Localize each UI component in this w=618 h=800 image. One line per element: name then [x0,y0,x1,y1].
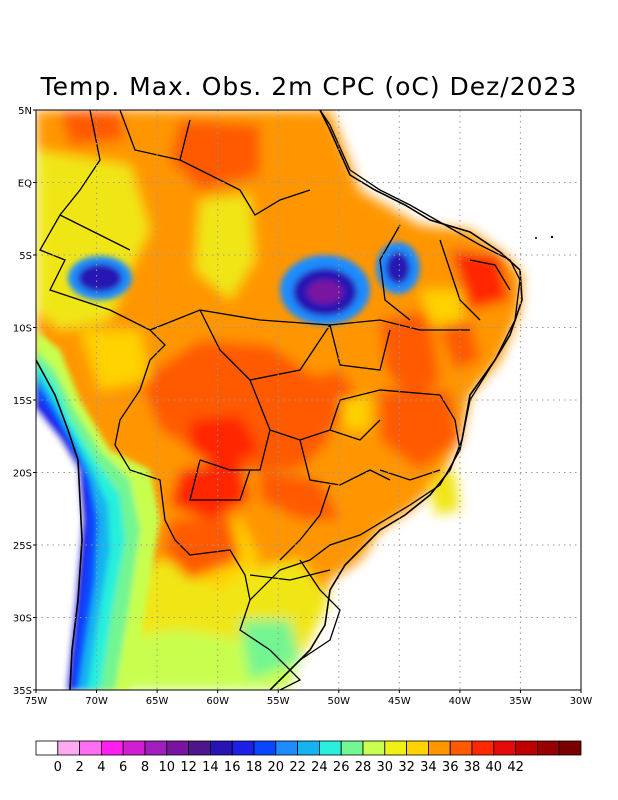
colorbar-label: 40 [486,760,503,775]
longitude-label: 75W [25,696,48,707]
colorbar [35,740,582,756]
colorbar-swatch [449,740,473,756]
colorbar-label: 14 [202,760,219,775]
colorbar-label: 30 [377,760,394,775]
longitude-label: 35W [509,696,532,707]
colorbar-swatch [406,740,429,756]
colorbar-swatch [57,740,80,756]
colorbar-swatch [144,740,168,756]
longitude-label: 50W [327,696,350,707]
longitude-label: 70W [85,696,108,707]
colorbar-label: 24 [311,760,328,775]
colorbar-label: 0 [54,760,62,775]
colorbar-label: 28 [355,760,372,775]
colorbar-swatch [79,740,102,756]
colorbar-swatch [101,740,124,756]
colorbar-label: 6 [119,760,127,775]
colorbar-label: 22 [289,760,306,775]
colorbar-label: 38 [464,760,481,775]
latitude-label: 10S [13,324,32,335]
longitude-label: 60W [206,696,229,707]
colorbar-swatch [558,740,582,756]
colorbar-swatch [166,740,190,756]
colorbar-swatch [297,740,320,756]
colorbar-swatch [35,740,59,756]
latitude-label: 30S [13,614,32,625]
colorbar-swatch [318,740,342,756]
longitude-labels: 75W 70W 65W 60W 55W 50W 45W 40W 35W 30W [25,690,593,707]
colorbar-label: 2 [75,760,83,775]
latitude-label: 20S [13,469,32,480]
colorbar-label: 20 [268,760,285,775]
colorbar-swatch [471,740,495,756]
colorbar-label: 10 [159,760,176,775]
colorbar-swatch [209,740,233,756]
latitude-label: 5S [19,251,32,262]
colorbar-swatch [537,740,560,756]
latitude-label: 5N [18,106,32,117]
island [535,237,537,239]
colorbar-label: 42 [507,760,524,775]
colorbar-label: 32 [398,760,415,775]
latitude-label: 15S [13,396,32,407]
longitude-label: 40W [449,696,472,707]
colorbar-swatch [493,740,516,756]
colorbar-label: 8 [141,760,149,775]
longitude-label: 55W [267,696,290,707]
colorbar-swatch [515,740,538,756]
latitude-labels: 5N EQ 5S 10S 15S 20S 25S 30S 35S [13,106,36,697]
coastline [36,110,523,690]
map-title: Temp. Max. Obs. 2m CPC (oC) Dez/2023 [40,72,578,101]
colorbar-swatch [122,740,146,756]
colorbar-swatch [384,740,407,756]
colorbar-label: 36 [442,760,459,775]
colorbar-label: 26 [333,760,350,775]
colorbar-label: 4 [97,760,105,775]
colorbar-swatch [340,740,364,756]
colorbar-label: 12 [180,760,197,775]
latitude-label: 35S [13,686,32,697]
longitude-label: 45W [388,696,411,707]
colorbar-swatch [253,740,277,756]
longitude-label: 30W [570,696,593,707]
latitude-label: EQ [18,179,32,190]
colorbar-swatch [231,740,255,756]
colorbar-labels: 0 2 4 6 8 10 12 14 16 18 20 22 24 26 28 30 32 34 36 38 40 42 [54,760,524,775]
colorbar-swatch [188,740,211,756]
latitude-label: 25S [13,541,32,552]
longitude-label: 65W [146,696,169,707]
colorbar-swatch [362,740,386,756]
colorbar-swatch [427,740,451,756]
colorbar-swatch [275,740,298,756]
island [550,235,554,239]
colorbar-label: 18 [246,760,263,775]
colorbar-label: 34 [420,760,437,775]
colorbar-label: 16 [224,760,241,775]
